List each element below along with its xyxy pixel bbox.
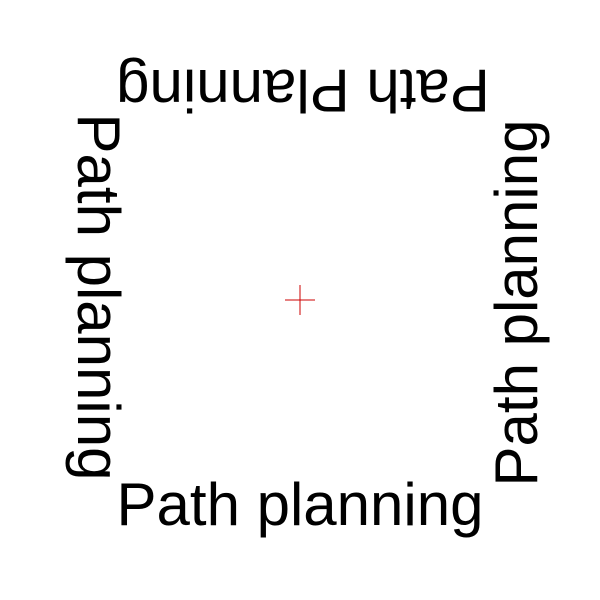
- label-right: Path planning: [483, 119, 550, 487]
- crosshair-icon: [285, 285, 315, 315]
- label-left: Path planning: [65, 113, 132, 481]
- label-bottom: Path planning: [116, 471, 484, 538]
- label-top: Path Planning: [116, 57, 490, 124]
